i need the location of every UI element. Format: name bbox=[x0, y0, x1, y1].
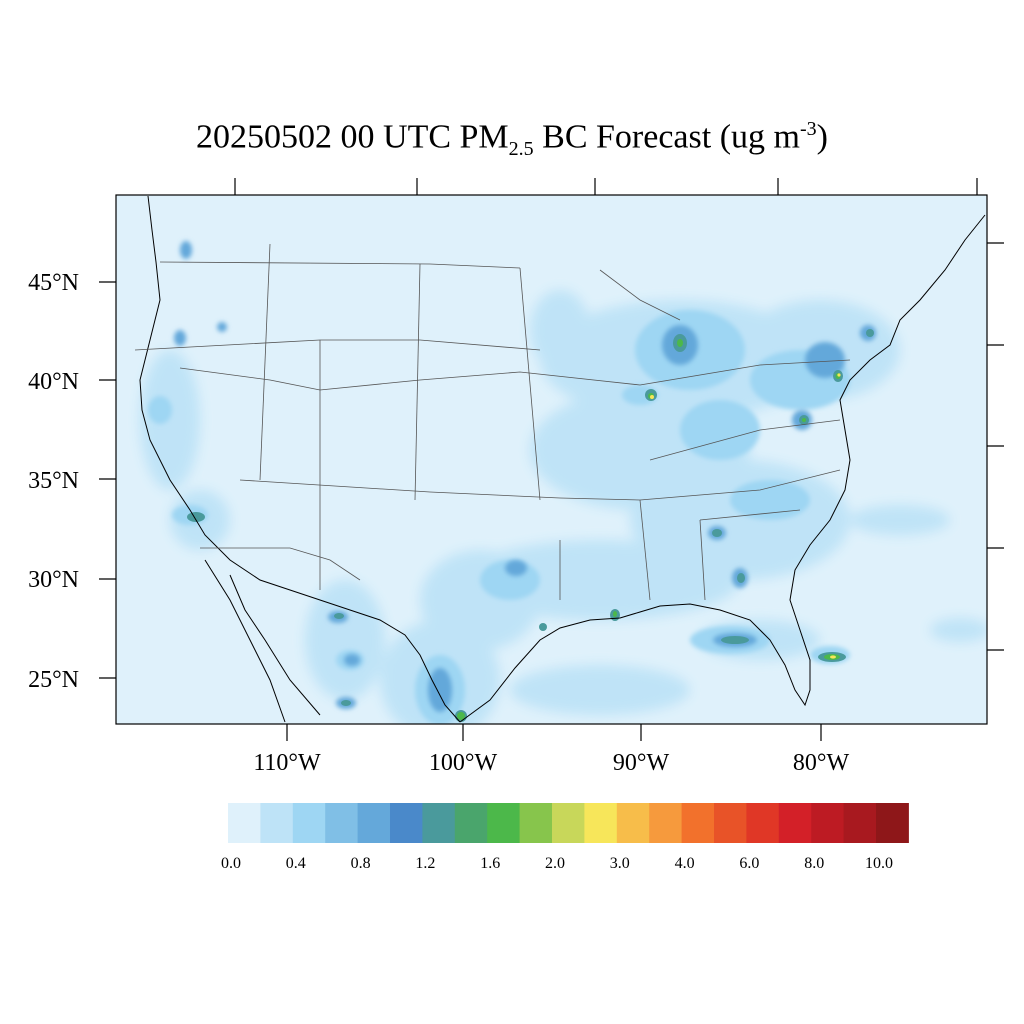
bottom-ticks bbox=[286, 724, 822, 741]
colorbar-label: 10.0 bbox=[865, 855, 893, 872]
top-ticks bbox=[234, 178, 978, 195]
colorbar-label: 0.8 bbox=[351, 855, 371, 872]
colorbar-swatch bbox=[454, 803, 488, 843]
colorbar-label: 0.4 bbox=[286, 855, 306, 872]
colorbar-swatch bbox=[357, 803, 391, 843]
colorbar-label: 8.0 bbox=[804, 855, 824, 872]
colorbar-swatch bbox=[811, 803, 845, 843]
lat-label: 40°N bbox=[28, 369, 79, 395]
colorbar-label: 1.6 bbox=[480, 855, 500, 872]
colorbar-swatch bbox=[325, 803, 359, 843]
colorbar-label: 1.2 bbox=[415, 855, 435, 872]
colorbar-swatch bbox=[487, 803, 521, 843]
colorbar-swatch bbox=[616, 803, 650, 843]
colorbar bbox=[228, 803, 909, 843]
colorbar-swatch bbox=[681, 803, 715, 843]
colorbar-swatch bbox=[390, 803, 423, 843]
latitude-labels: 45°N 40°N 35°N 30°N 25°N bbox=[28, 270, 79, 693]
lon-label: 100°W bbox=[429, 750, 498, 776]
colorbar-swatch bbox=[714, 803, 747, 843]
colorbar-swatch bbox=[260, 803, 294, 843]
lat-label: 35°N bbox=[28, 468, 79, 494]
colorbar-swatch bbox=[649, 803, 683, 843]
colorbar-swatch bbox=[422, 803, 456, 843]
coastline bbox=[139, 195, 986, 723]
colorbar-swatch bbox=[876, 803, 909, 843]
lon-label: 80°W bbox=[793, 750, 850, 776]
colorbar-label: 2.0 bbox=[545, 855, 565, 872]
colorbar-label: 3.0 bbox=[610, 855, 630, 872]
colorbar-label: 0.0 bbox=[221, 855, 241, 872]
map-frame bbox=[115, 194, 988, 725]
colorbar-swatch bbox=[843, 803, 877, 843]
colorbar-swatch bbox=[584, 803, 618, 843]
concentration-field bbox=[134, 195, 987, 724]
right-ticks bbox=[987, 242, 1004, 651]
lon-label: 90°W bbox=[613, 750, 670, 776]
colorbar-swatch bbox=[552, 803, 585, 843]
colorbar-swatch bbox=[292, 803, 326, 843]
lat-label: 25°N bbox=[28, 667, 79, 693]
lat-label: 45°N bbox=[28, 270, 79, 296]
colorbar-labels: 0.0 0.4 0.8 1.2 1.6 2.0 3.0 4.0 6.0 8.0 10.0 bbox=[221, 855, 893, 872]
colorbar-label: 4.0 bbox=[675, 855, 695, 872]
state-boundaries bbox=[134, 243, 851, 601]
colorbar-label: 6.0 bbox=[739, 855, 759, 872]
colorbar-swatch bbox=[746, 803, 780, 843]
lon-label: 110°W bbox=[253, 750, 321, 776]
left-ticks bbox=[99, 281, 116, 679]
longitude-labels: 110°W 100°W 90°W 80°W bbox=[253, 750, 849, 776]
colorbar-swatch bbox=[228, 803, 261, 843]
colorbar-swatch bbox=[519, 803, 553, 843]
lat-label: 30°N bbox=[28, 567, 79, 593]
map-title: 20250502 00 UTC PM2.5 BC Forecast (ug m-… bbox=[196, 118, 828, 161]
colorbar-swatch bbox=[778, 803, 812, 843]
